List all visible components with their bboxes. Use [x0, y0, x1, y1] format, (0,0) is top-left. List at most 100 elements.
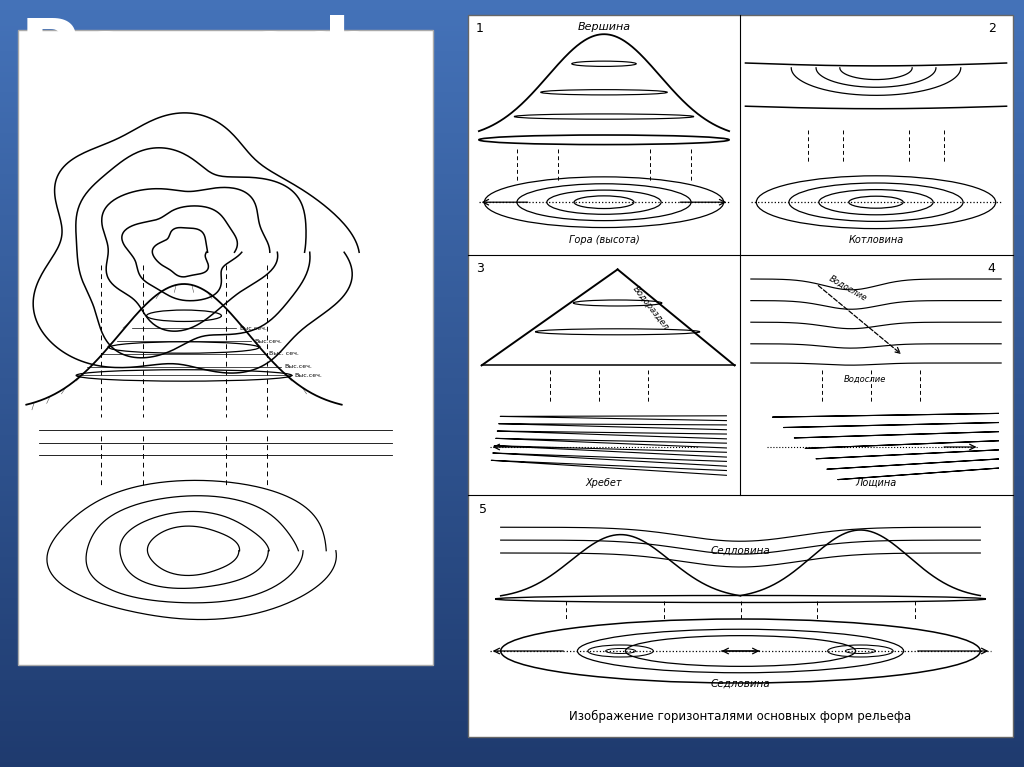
Bar: [0, 297, 1024, 303]
Bar: [0, 414, 1024, 420]
Bar: [0, 194, 1024, 200]
Bar: [0, 301, 1024, 308]
Bar: [0, 148, 1024, 154]
Bar: [0, 706, 1024, 712]
Text: Выс.сеч.: Выс.сеч.: [254, 339, 283, 344]
Text: Изображение горизонталями основных форм рельефа: Изображение горизонталями основных форм …: [569, 709, 911, 723]
Bar: [0, 322, 1024, 328]
Bar: [0, 506, 1024, 512]
Bar: [0, 21, 1024, 27]
Bar: [0, 685, 1024, 691]
Bar: [0, 179, 1024, 185]
Bar: [0, 266, 1024, 272]
Bar: [0, 496, 1024, 502]
Bar: [0, 347, 1024, 354]
Bar: [0, 46, 1024, 52]
Bar: [0, 378, 1024, 384]
Bar: [0, 445, 1024, 451]
Bar: [0, 629, 1024, 635]
Bar: [0, 92, 1024, 98]
Text: Выс.сеч.: Выс.сеч.: [240, 326, 267, 331]
Text: Хребет: Хребет: [586, 478, 623, 488]
Bar: [0, 742, 1024, 748]
Bar: [0, 133, 1024, 139]
Bar: [0, 399, 1024, 405]
Bar: [0, 491, 1024, 497]
Bar: [0, 87, 1024, 93]
Bar: [0, 209, 1024, 216]
Text: Выс.сеч.: Выс.сеч.: [295, 373, 323, 378]
Bar: [0, 291, 1024, 298]
Bar: [0, 547, 1024, 553]
Text: Рельеф: Рельеф: [20, 15, 378, 93]
Bar: [0, 337, 1024, 344]
Bar: [0, 439, 1024, 446]
Bar: [0, 82, 1024, 88]
Bar: [0, 634, 1024, 640]
Text: Лощина: Лощина: [855, 478, 897, 488]
Text: Выс. сеч.: Выс. сеч.: [269, 351, 299, 357]
Bar: [0, 5, 1024, 12]
Bar: [0, 430, 1024, 436]
Bar: [0, 117, 1024, 123]
Bar: [0, 67, 1024, 73]
Bar: [0, 51, 1024, 58]
Bar: [0, 374, 1024, 380]
Bar: [0, 527, 1024, 533]
Bar: [0, 650, 1024, 656]
Bar: [0, 516, 1024, 522]
Bar: [0, 153, 1024, 160]
Bar: [0, 420, 1024, 426]
Bar: [0, 31, 1024, 37]
Bar: [0, 102, 1024, 108]
Bar: [0, 312, 1024, 318]
Bar: [0, 169, 1024, 175]
Bar: [0, 660, 1024, 666]
Bar: [0, 97, 1024, 104]
Bar: [0, 562, 1024, 568]
Bar: [0, 281, 1024, 288]
Bar: [0, 639, 1024, 645]
Bar: [0, 470, 1024, 476]
Bar: [0, 245, 1024, 252]
Bar: [0, 455, 1024, 461]
Text: 2: 2: [988, 22, 995, 35]
Bar: [0, 389, 1024, 395]
Text: 4: 4: [988, 262, 995, 275]
Bar: [0, 10, 1024, 16]
Bar: [0, 624, 1024, 630]
Bar: [0, 393, 1024, 400]
Bar: [0, 583, 1024, 589]
Bar: [0, 163, 1024, 170]
Text: Котловина: Котловина: [848, 235, 903, 245]
Bar: [0, 368, 1024, 374]
Bar: [0, 199, 1024, 206]
Bar: [0, 716, 1024, 722]
Bar: [0, 159, 1024, 165]
Bar: [0, 568, 1024, 574]
Text: Седловина: Седловина: [711, 546, 770, 556]
Bar: [0, 251, 1024, 257]
Bar: [0, 332, 1024, 338]
Bar: [468, 15, 1013, 737]
Text: Выс.сеч.: Выс.сеч.: [285, 364, 312, 369]
Bar: [0, 128, 1024, 134]
Bar: [0, 409, 1024, 415]
Bar: [0, 588, 1024, 594]
Bar: [0, 41, 1024, 47]
Bar: [0, 15, 1024, 21]
Bar: [0, 726, 1024, 732]
Bar: [0, 353, 1024, 359]
Bar: [0, 113, 1024, 119]
Bar: [18, 30, 433, 665]
Bar: [0, 675, 1024, 681]
Bar: [0, 552, 1024, 558]
Bar: [0, 512, 1024, 518]
Bar: [0, 71, 1024, 77]
Bar: [0, 404, 1024, 410]
Bar: [0, 619, 1024, 625]
Bar: [0, 61, 1024, 67]
Bar: [0, 690, 1024, 696]
Bar: [0, 36, 1024, 42]
Bar: [0, 235, 1024, 242]
